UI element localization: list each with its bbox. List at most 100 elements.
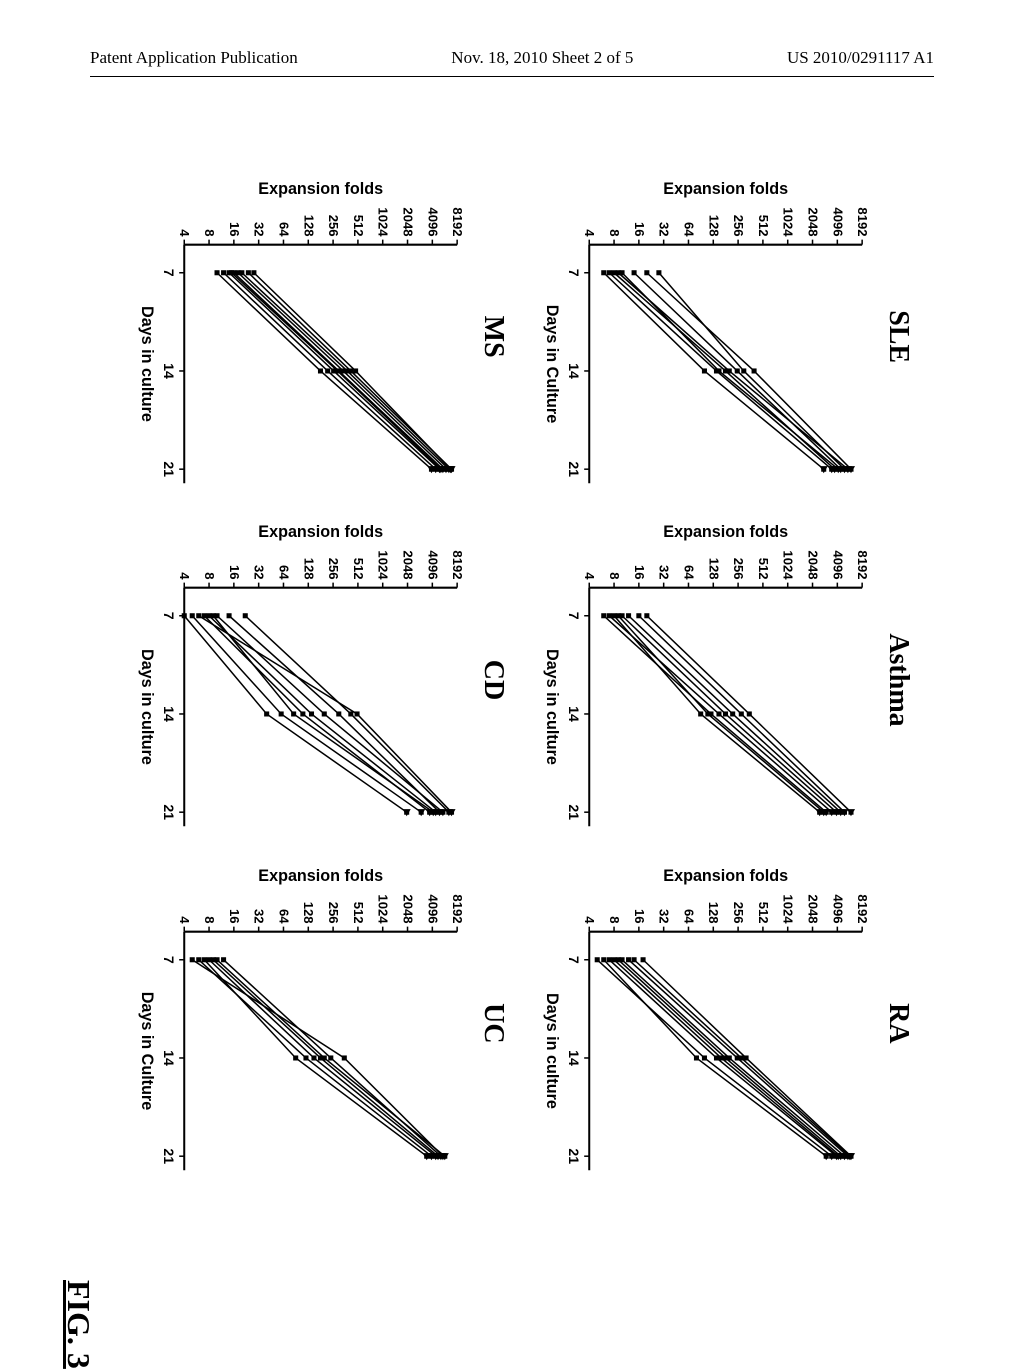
svg-text:21: 21: [566, 1148, 582, 1164]
svg-text:8192: 8192: [855, 551, 870, 580]
svg-text:32: 32: [252, 909, 267, 924]
svg-text:4096: 4096: [830, 894, 845, 923]
svg-text:4: 4: [582, 229, 597, 237]
chart-panel-sle: SLE4816326412825651210242048409681927142…: [535, 180, 910, 493]
svg-text:2048: 2048: [805, 207, 820, 236]
svg-text:512: 512: [351, 558, 366, 580]
svg-text:16: 16: [632, 909, 647, 924]
svg-text:8: 8: [202, 573, 217, 580]
svg-text:1024: 1024: [781, 894, 796, 924]
svg-text:Days in Culture: Days in Culture: [138, 991, 156, 1110]
svg-text:256: 256: [731, 215, 746, 237]
svg-text:32: 32: [252, 565, 267, 580]
svg-text:14: 14: [161, 1050, 177, 1066]
svg-text:8: 8: [607, 229, 622, 236]
svg-text:4096: 4096: [425, 894, 440, 923]
header-center: Nov. 18, 2010 Sheet 2 of 5: [451, 48, 633, 68]
svg-text:14: 14: [566, 363, 582, 379]
svg-text:14: 14: [566, 706, 582, 722]
svg-text:16: 16: [632, 222, 647, 237]
panel-title: CD: [477, 660, 509, 700]
svg-text:128: 128: [706, 558, 721, 580]
svg-text:1024: 1024: [376, 894, 391, 924]
svg-text:8: 8: [607, 573, 622, 580]
svg-text:Expansion folds: Expansion folds: [258, 523, 383, 541]
svg-text:1024: 1024: [376, 551, 391, 581]
svg-text:Days in culture: Days in culture: [543, 649, 561, 765]
svg-text:64: 64: [681, 909, 696, 924]
svg-text:4096: 4096: [425, 551, 440, 580]
header-rule: [90, 76, 934, 77]
header-right: US 2010/0291117 A1: [787, 48, 934, 68]
svg-text:4: 4: [582, 573, 597, 581]
svg-text:1024: 1024: [376, 207, 391, 237]
svg-text:21: 21: [161, 1148, 177, 1164]
chart-panel-uc: UC48163264128256512102420484096819271421…: [130, 867, 505, 1180]
svg-text:512: 512: [756, 215, 771, 237]
svg-text:4: 4: [177, 573, 192, 581]
svg-text:2048: 2048: [400, 207, 415, 236]
svg-text:16: 16: [227, 909, 242, 924]
svg-text:7: 7: [566, 269, 582, 277]
svg-text:512: 512: [756, 558, 771, 580]
svg-text:32: 32: [657, 909, 672, 924]
svg-text:Days in culture: Days in culture: [543, 993, 561, 1109]
svg-text:1024: 1024: [781, 551, 796, 581]
chart-svg: 48163264128256512102420484096819271421Ex…: [535, 523, 880, 836]
svg-text:128: 128: [301, 558, 316, 580]
svg-text:8192: 8192: [855, 207, 870, 236]
svg-text:7: 7: [161, 269, 177, 277]
svg-text:16: 16: [632, 565, 647, 580]
svg-text:4096: 4096: [830, 207, 845, 236]
svg-text:16: 16: [227, 565, 242, 580]
svg-text:Days in Culture: Days in Culture: [543, 305, 561, 424]
svg-text:4: 4: [177, 229, 192, 237]
svg-text:32: 32: [657, 565, 672, 580]
svg-text:7: 7: [566, 955, 582, 963]
svg-text:4: 4: [582, 916, 597, 924]
svg-text:Expansion folds: Expansion folds: [663, 523, 788, 541]
svg-text:8: 8: [202, 916, 217, 923]
svg-text:64: 64: [681, 222, 696, 237]
svg-text:Days in culture: Days in culture: [138, 649, 156, 765]
svg-text:256: 256: [731, 901, 746, 923]
chart-panel-ms: MS48163264128256512102420484096819271421…: [130, 180, 505, 493]
chart-panel-asthma: Asthma4816326412825651210242048409681927…: [535, 523, 910, 836]
svg-text:Expansion folds: Expansion folds: [258, 867, 383, 885]
svg-text:128: 128: [301, 901, 316, 923]
svg-text:8192: 8192: [450, 894, 465, 923]
svg-text:4096: 4096: [425, 207, 440, 236]
svg-text:256: 256: [326, 558, 341, 580]
chart-svg: 48163264128256512102420484096819271421Ex…: [130, 523, 475, 836]
svg-text:512: 512: [351, 215, 366, 237]
svg-text:8: 8: [607, 916, 622, 923]
figure-label: FIG. 3: [60, 1280, 97, 1369]
header-left: Patent Application Publication: [90, 48, 298, 68]
chart-svg: 48163264128256512102420484096819271421Ex…: [535, 180, 880, 493]
svg-text:21: 21: [566, 805, 582, 821]
svg-text:32: 32: [657, 222, 672, 237]
svg-text:Expansion folds: Expansion folds: [663, 867, 788, 885]
svg-text:128: 128: [706, 215, 721, 237]
svg-text:32: 32: [252, 222, 267, 237]
svg-text:2048: 2048: [400, 551, 415, 580]
figure-area: SLE4816326412825651210242048409681927142…: [130, 180, 910, 1180]
svg-text:512: 512: [756, 901, 771, 923]
svg-text:64: 64: [681, 565, 696, 580]
svg-text:14: 14: [566, 1050, 582, 1066]
svg-text:256: 256: [326, 901, 341, 923]
panel-title: MS: [477, 316, 509, 358]
svg-text:21: 21: [566, 461, 582, 477]
panel-title: RA: [882, 1003, 914, 1043]
svg-text:21: 21: [161, 461, 177, 477]
chart-panel-cd: CD48163264128256512102420484096819271421…: [130, 523, 505, 836]
svg-text:14: 14: [161, 363, 177, 379]
page-header: Patent Application Publication Nov. 18, …: [0, 48, 1024, 68]
panel-title: SLE: [882, 310, 914, 363]
svg-text:Days in culture: Days in culture: [138, 306, 156, 422]
svg-text:21: 21: [161, 805, 177, 821]
svg-text:2048: 2048: [400, 894, 415, 923]
svg-text:4: 4: [177, 916, 192, 924]
svg-text:64: 64: [276, 565, 291, 580]
svg-text:8192: 8192: [855, 894, 870, 923]
